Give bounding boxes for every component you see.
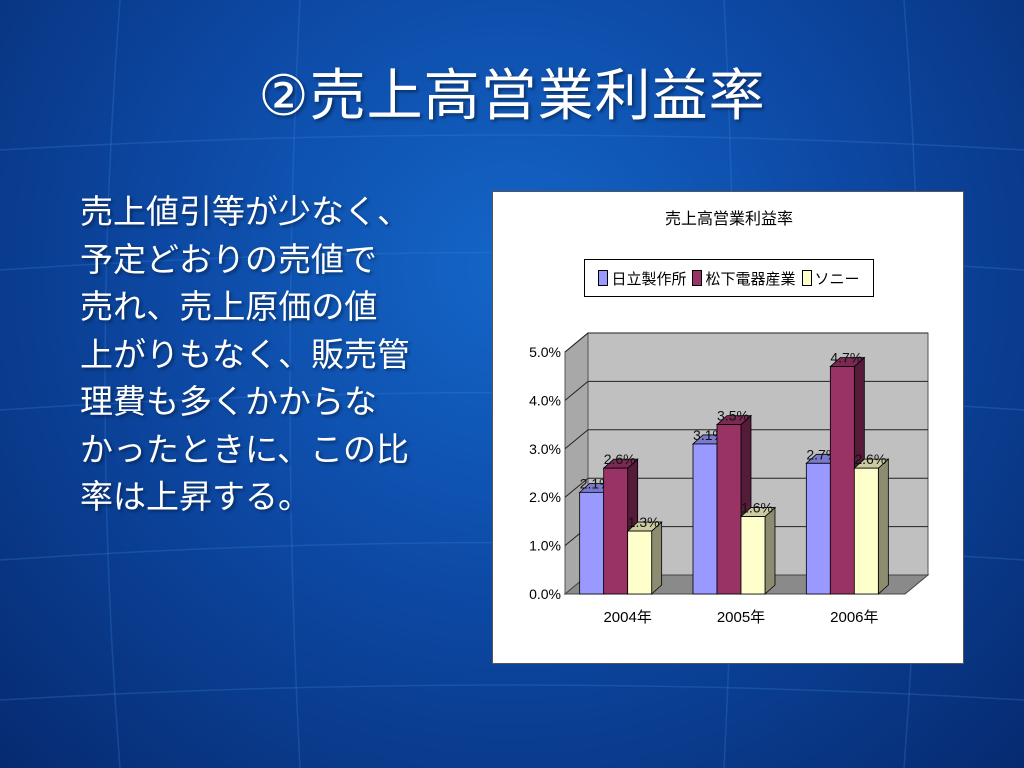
gridline-side — [564, 381, 589, 401]
bar — [603, 467, 629, 595]
bar-side — [651, 521, 663, 595]
legend-swatch — [598, 270, 609, 286]
x-tick-label: 2006年 — [830, 609, 878, 626]
legend-label: 日立製作所 — [611, 269, 687, 288]
data-label: 4.7% — [830, 350, 862, 366]
gridline-side — [564, 332, 589, 353]
legend-item-matsushita: 松下電器産業 — [692, 268, 796, 289]
x-tick-label: 2004年 — [603, 609, 651, 626]
body-line: かったときに、この比 — [80, 429, 410, 469]
data-label: 1.6% — [741, 500, 773, 516]
gridline-side — [564, 477, 589, 498]
body-line: 上がりもなく、販売管 — [80, 334, 410, 374]
bar — [740, 516, 766, 595]
y-tick-label: 1.0% — [529, 538, 561, 554]
data-label: 2.6% — [604, 451, 636, 467]
slide-title: ②売上高営業利益率 — [258, 64, 766, 129]
bar-side — [764, 506, 776, 595]
bar-chart: 0.0%1.0%2.0%3.0%4.0%5.0%2.1%2.6%1.3%2004… — [529, 331, 930, 626]
data-label: 3.5% — [717, 408, 749, 424]
y-tick-label: 3.0% — [529, 441, 561, 457]
y-tick-label: 4.0% — [529, 392, 561, 408]
chart-title: 売上高営業利益率 — [664, 209, 793, 228]
body-text: 売上値引等が少なく、 予定どおりの売値で 売れ、売上原価の値 上がりもなく、販売… — [80, 188, 460, 521]
body-line: 率は上昇する。 — [80, 477, 311, 516]
legend-item-hitachi: 日立製作所 — [598, 268, 686, 289]
chart-legend: 日立製作所 松下電器産業 ソニー — [584, 259, 874, 297]
data-label: 1.3% — [628, 514, 660, 530]
body-line: 売上値引等が少なく、 — [80, 192, 410, 231]
gridline-side — [564, 429, 589, 450]
data-label: 2.6% — [854, 451, 886, 467]
legend-label: ソニー — [814, 269, 860, 288]
bar — [829, 366, 855, 595]
bar — [716, 424, 742, 595]
bar — [692, 443, 718, 595]
bar-side — [877, 458, 889, 595]
y-tick-label: 5.0% — [529, 344, 561, 360]
legend-swatch — [692, 270, 703, 286]
bar — [627, 530, 653, 595]
y-tick-label: 2.0% — [529, 489, 561, 505]
y-tick-label: 0.0% — [529, 586, 561, 602]
body-line: 理費も多くかからな — [80, 382, 377, 421]
legend-item-sony: ソニー — [801, 268, 860, 289]
x-tick-label: 2005年 — [717, 609, 765, 626]
chart-container: 0.0% 1.0% 2.0% 3.0% 4.0% 5.0% 2.1% 2.6% 1.3% 2004… — [492, 191, 964, 664]
body-line: 売れ、売上原価の値 — [80, 287, 378, 326]
body-line: 予定どおりの売値で — [80, 239, 377, 279]
bar — [853, 467, 879, 595]
legend-label: 松下電器産業 — [705, 269, 796, 288]
bar — [805, 462, 831, 595]
bar — [579, 491, 605, 595]
legend-swatch — [801, 270, 812, 286]
